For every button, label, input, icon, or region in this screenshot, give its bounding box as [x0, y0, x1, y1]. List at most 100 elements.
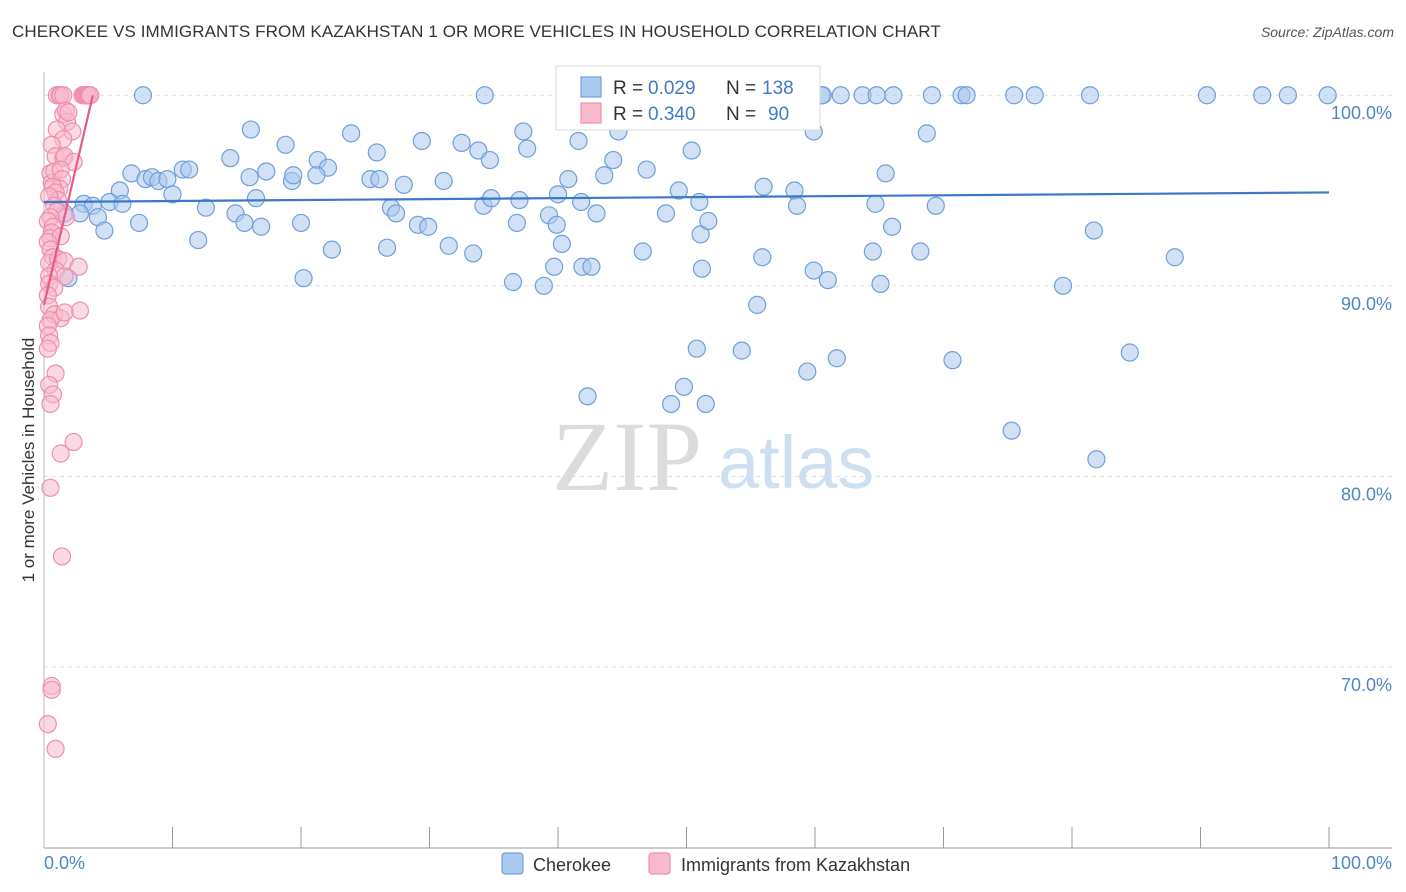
y-tick-label: 100.0% [1331, 103, 1392, 123]
stats-box: R = 0.029 N = 138 R = 0.340 N = 90 [555, 65, 821, 131]
trend-lines [42, 94, 1330, 306]
kazakhstan-point [42, 680, 61, 699]
cherokee-point [434, 171, 453, 191]
cherokee-point [545, 257, 564, 276]
cherokee-point [412, 131, 431, 151]
cherokee-point [113, 194, 132, 213]
legend-label-cherokee[interactable]: Cherokee [533, 855, 611, 875]
y-tick-label: 80.0% [1341, 484, 1392, 504]
cherokee-point [922, 86, 942, 105]
cherokee-point [129, 213, 149, 233]
cherokee-point [510, 190, 529, 210]
cherokee-point [1002, 421, 1021, 440]
cherokee-point [452, 133, 471, 152]
kazakhstan-point [70, 301, 90, 320]
cherokee-point [559, 169, 578, 189]
legend-label-kazakhstan[interactable]: Immigrants from Kazakhstan [681, 855, 910, 875]
cherokee-point [394, 175, 413, 194]
cherokee-point [943, 351, 962, 370]
cherokee-point [1025, 86, 1044, 105]
cherokee-point [1084, 221, 1103, 240]
cherokee-point [284, 166, 303, 185]
cherokee-point [276, 135, 295, 154]
stats-r-label-kazakhstan: R = [613, 104, 643, 125]
watermark: ZIP atlas [552, 401, 874, 512]
legend-swatch-cherokee[interactable] [501, 852, 524, 875]
cherokee-point [95, 221, 114, 240]
legend-swatch-kazakhstan[interactable] [648, 852, 671, 875]
cherokee-point [322, 240, 341, 259]
cherokee-point [926, 196, 945, 215]
y-tick-label: 90.0% [1341, 294, 1392, 314]
cherokee-point [754, 177, 773, 196]
cherokee-point [518, 139, 537, 158]
cherokee-point [464, 244, 483, 263]
cherokee-point [514, 122, 533, 141]
cherokee-point [475, 86, 494, 105]
trend-line-kazakhstan [42, 94, 94, 306]
kazakhstan-point [69, 257, 88, 276]
cherokee-point [307, 166, 326, 185]
kazakhstan-point [64, 432, 83, 452]
y-axis-title: 1 or more Vehicles in Household [19, 338, 38, 583]
cherokee-point [604, 150, 623, 170]
x-tick-label-max: 100.0% [1331, 853, 1392, 873]
cherokee-point [252, 217, 271, 236]
cherokee-point [552, 234, 571, 253]
cherokee-point [753, 248, 772, 267]
cherokee-point [569, 131, 588, 151]
cherokee-point [534, 276, 553, 295]
cherokee-point [911, 242, 930, 261]
kazakhstan-point [38, 715, 57, 734]
kazakhstan-point [55, 303, 74, 322]
cherokee-point [669, 181, 688, 200]
cherokee-point [687, 339, 706, 358]
cherokee-point [818, 270, 837, 290]
x-ticks [172, 827, 1330, 848]
cherokee-point [682, 141, 701, 160]
kazakhstan-point [41, 394, 60, 414]
kazakhstan-point [54, 86, 73, 105]
cherokee-point [866, 194, 885, 213]
stats-n-value-kazakhstan: 90 [768, 104, 789, 125]
cherokee-point [241, 120, 260, 139]
cherokee-point [798, 362, 817, 381]
cherokee-point [748, 295, 767, 314]
chart-title: CHEROKEE VS IMMIGRANTS FROM KAZAKHSTAN 1… [12, 22, 941, 41]
kazakhstan-point [81, 86, 100, 105]
series-kazakhstan [38, 86, 100, 759]
cherokee-point [246, 189, 266, 208]
cherokee-point [507, 213, 526, 233]
cherokee-point [377, 238, 397, 257]
kazakhstan-point [41, 478, 60, 497]
cherokee-point [1120, 343, 1139, 362]
cherokee-point [163, 185, 182, 204]
kazakhstan-point [59, 103, 78, 122]
stats-n-label-cherokee: N = [726, 78, 756, 99]
cherokee-point [294, 269, 313, 288]
cherokee-point [240, 168, 259, 187]
cherokee-point [867, 86, 886, 105]
stats-r-value-kazakhstan: 0.340 [648, 104, 696, 125]
cherokee-point [572, 192, 591, 212]
cherokee-point [547, 215, 566, 234]
cherokee-point [291, 213, 311, 233]
stats-r-label-cherokee: R = [613, 78, 643, 99]
cherokee-point [480, 150, 499, 170]
kazakhstan-point [46, 739, 65, 759]
cherokee-point [1197, 86, 1217, 105]
cherokee-point [587, 204, 606, 223]
cherokee-point [548, 185, 568, 204]
cherokee-point [871, 274, 890, 294]
cherokee-point [732, 341, 751, 360]
cherokee-point [804, 261, 823, 280]
cherokee-point [633, 242, 652, 261]
cherokee-point [1165, 248, 1184, 267]
stats-n-label-kazakhstan: N = [726, 104, 756, 125]
legend: Cherokee Immigrants from Kazakhstan [501, 852, 910, 875]
y-tick-label: 70.0% [1341, 675, 1392, 695]
cherokee-point [787, 196, 807, 215]
kazakhstan-point [52, 547, 72, 566]
stats-swatch-kazakhstan [580, 102, 602, 124]
cherokee-point [1253, 86, 1272, 105]
